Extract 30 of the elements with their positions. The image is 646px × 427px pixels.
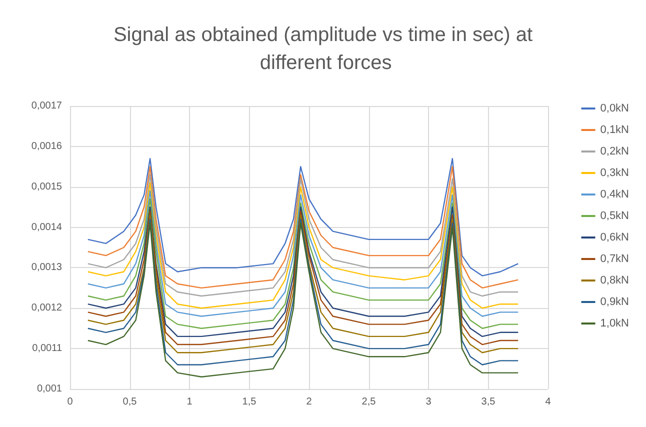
legend-label: 0,8kN bbox=[600, 274, 630, 286]
legend-label: 0,6kN bbox=[600, 232, 630, 244]
legend-label: 0,9kN bbox=[600, 296, 630, 308]
x-tick-label: 3,5 bbox=[481, 396, 496, 408]
legend-label: 1,0kN bbox=[600, 318, 630, 330]
line-series bbox=[87, 158, 519, 276]
x-tick-label: 1 bbox=[186, 396, 193, 408]
x-tick-label: 0,5 bbox=[122, 396, 138, 408]
y-tick-label: 0,0011 bbox=[32, 343, 62, 354]
legend-label: 0,7kN bbox=[600, 253, 630, 265]
x-tick-label: 0 bbox=[67, 396, 74, 408]
x-tick-label: 2,5 bbox=[362, 396, 376, 408]
legend-label: 0,3kN bbox=[600, 167, 630, 179]
chart-title: Signal as obtained (amplitude vs time in sec) at different forces bbox=[113, 24, 533, 74]
x-tick-label: 3 bbox=[426, 396, 432, 408]
x-tick-label: 1,5 bbox=[242, 396, 257, 408]
x-tick-label: 4 bbox=[545, 396, 552, 408]
y-tick-label: 0,0012 bbox=[31, 302, 62, 314]
legend-label: 0,5kN bbox=[600, 210, 630, 222]
legend-label: 0,0kN bbox=[600, 102, 630, 114]
y-tick-label: 0,0017 bbox=[31, 100, 62, 112]
y-tick-label: 0,0013 bbox=[31, 262, 62, 274]
y-tick-label: 0,0016 bbox=[31, 140, 62, 152]
y-tick-label: 0,0015 bbox=[31, 181, 62, 192]
y-tick-label: 0,0014 bbox=[31, 222, 62, 233]
legend-label: 0,2kN bbox=[600, 146, 630, 158]
x-tick-label: 2 bbox=[306, 396, 312, 408]
legend-label: 0,1kN bbox=[600, 124, 630, 136]
y-tick-label: 0,001 bbox=[36, 384, 62, 394]
legend-label: 0,4kN bbox=[600, 188, 630, 200]
